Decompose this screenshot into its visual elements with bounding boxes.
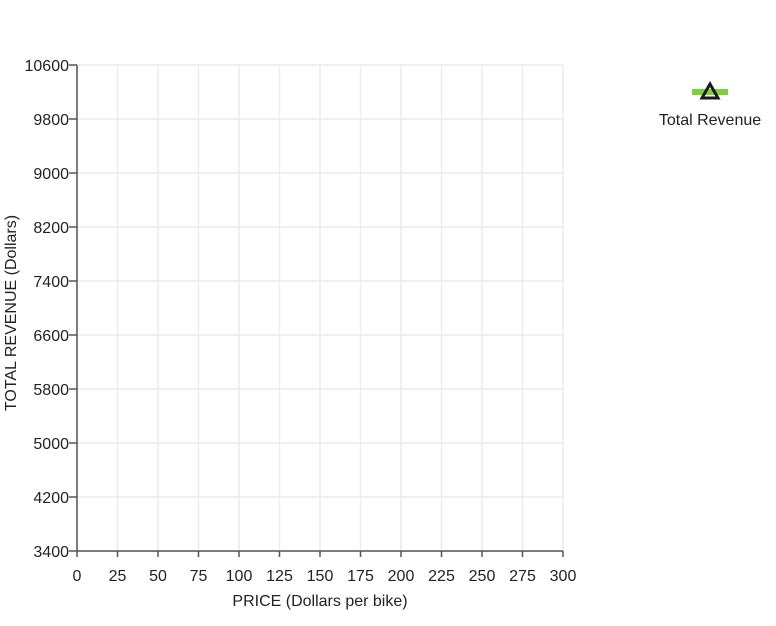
x-tick-label: 25 [109,568,127,585]
x-tick-label: 250 [469,568,496,585]
x-tick-label: 300 [550,568,577,585]
legend-label-total-revenue: Total Revenue [658,112,762,129]
x-tick-label: 225 [428,568,455,585]
y-tick-label: 8200 [33,220,69,237]
y-axis-title: TOTAL REVENUE (Dollars) [3,215,20,411]
x-tick-label: 150 [307,568,334,585]
y-tick-label: 5800 [33,382,69,399]
tick-label-layer: 0 25 50 75 100 125 150 175 200 225 250 275 300 3400 42… [25,58,577,585]
x-tick-label: 75 [190,568,208,585]
y-tick-label: 9000 [33,166,69,183]
x-tick-label: 200 [388,568,415,585]
x-tick-label: 50 [149,568,167,585]
y-tick-label: 10600 [25,58,70,75]
y-tick-label: 3400 [33,544,69,561]
x-tick-label: 175 [347,568,374,585]
y-tick-label: 4200 [33,490,69,507]
grid-layer [76,64,564,552]
y-tick-label: 5000 [33,436,69,453]
triangle-marker-icon [692,80,728,100]
legend[interactable]: Total Revenue [640,80,776,130]
x-tick-label: 100 [226,568,253,585]
x-tick-label: 125 [266,568,293,585]
x-tick-label: 0 [73,568,82,585]
y-tick-label: 6600 [33,328,69,345]
x-tick-label: 275 [509,568,536,585]
y-tick-label: 7400 [33,274,69,291]
axis-layer [69,64,564,557]
x-axis-title: PRICE (Dollars per bike) [232,593,407,610]
y-tick-label: 9800 [33,112,69,129]
